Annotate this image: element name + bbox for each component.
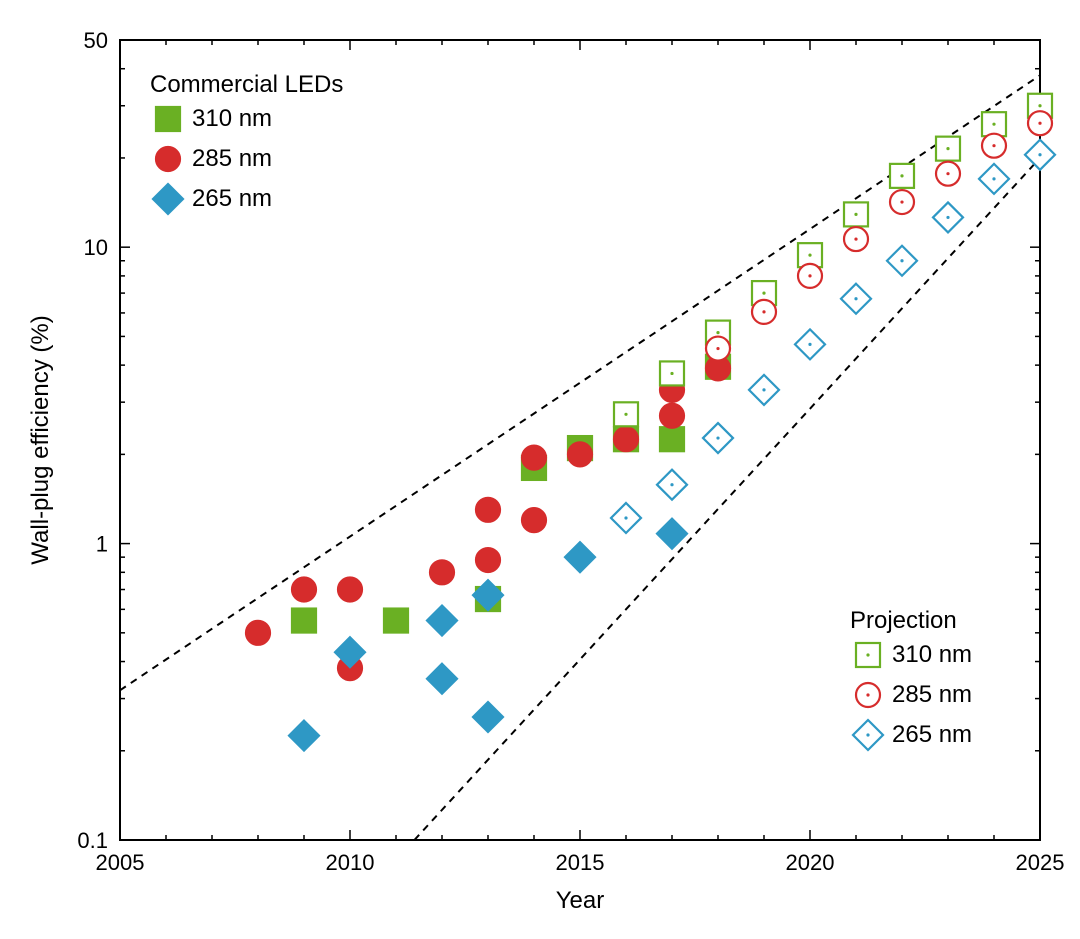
- legend-item-label: 265 nm: [892, 721, 972, 748]
- x-tick-label: 2005: [96, 850, 145, 875]
- legend-item-label: 285 nm: [192, 145, 272, 172]
- legend-item-label: 310 nm: [892, 641, 972, 668]
- x-tick-label: 2015: [556, 850, 605, 875]
- chart-container: 2005 2010 2015 2020 2025 0.1 1 10 50 Year Wall-plu…: [0, 0, 1080, 939]
- x-tick-label: 2010: [326, 850, 375, 875]
- y-axis-label: Wall-plug efficiency (%): [27, 315, 54, 564]
- legend-item-label: 285 nm: [892, 681, 972, 708]
- legend-item-label: 310 nm: [192, 105, 272, 132]
- x-axis-label: Year: [556, 887, 605, 914]
- y-tick-label: 50: [84, 28, 108, 53]
- x-tick-label: 2025: [1016, 850, 1065, 875]
- legend-item-label: 265 nm: [192, 185, 272, 212]
- y-tick-label: 0.1: [77, 828, 108, 853]
- x-tick-label: 2020: [786, 850, 835, 875]
- efficiency-chart: 2005 2010 2015 2020 2025 0.1 1 10 50 Year Wall-plu…: [0, 0, 1080, 939]
- legend-title: Commercial LEDs: [150, 71, 343, 98]
- legend-title: Projection: [850, 607, 957, 634]
- y-tick-label: 1: [96, 532, 108, 557]
- y-tick-label: 10: [84, 235, 108, 260]
